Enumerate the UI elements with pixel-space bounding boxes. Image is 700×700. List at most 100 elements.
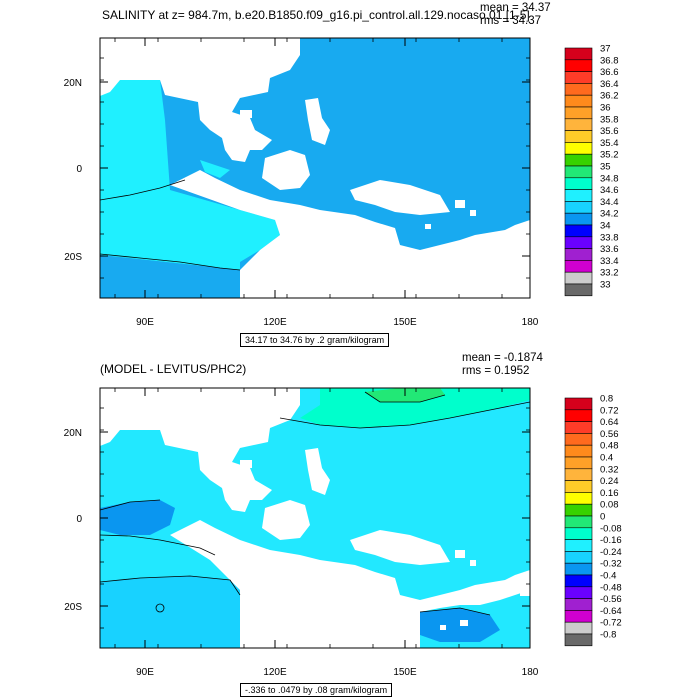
panel1-colorbar-cell [564,260,593,273]
panel2-contour-4 [279,401,530,429]
panel1-x-tick-label: 150E [393,317,417,328]
panel1-colorbar-label: 35.8 [600,114,619,125]
panel1-colorbar-label: 35.2 [600,150,619,161]
panel1-colorbar-label: 33.8 [600,232,619,243]
panel1-contour-2 [100,253,241,271]
panel2-colorbar-cell [564,539,593,552]
panel2-colorbar-cell [564,586,593,599]
panel2-mean: mean = -0.1874 [462,352,543,364]
panel1-map: 90E 120E 150E 180 20N 0 20S 3736.836.636.436.2… [64,37,619,328]
panel1-colorbar-label: 34.2 [600,209,619,220]
panel2-colorbar-cell [564,527,593,540]
panel2-colorbar-cell [564,551,593,564]
panel2-x-tick-label: 90E [136,667,154,678]
panel2-colorbar-cell [564,421,593,434]
panel2-colorbar-cell [564,633,593,647]
panel1-colorbar-cell [564,177,593,190]
panel1-colorbar-cell [564,118,593,131]
panel1-colorbar-cell [564,201,593,214]
panel1-colorbar: 3736.836.636.436.23635.835.635.435.23534… [564,44,619,297]
panel2-colorbar-label: 0 [600,512,605,523]
panel1-mean: mean = 34.37 [480,2,551,14]
panel2-colorbar-label: -0.32 [600,559,622,570]
panel1-colorbar-cell [564,94,593,108]
panel2-x-tick-label: 150E [393,667,417,678]
panel1-title: SALINITY at z= 984.7m, b.e20.B1850.f09_g… [102,8,530,22]
panel1-colorbar-label: 35.6 [600,126,619,137]
panel2-colorbar-label: 0.4 [600,453,613,464]
panel1-colorbar-label: 34.4 [600,197,619,208]
panel2-colorbar-cell [564,598,593,611]
panel2-colorbar-label: -0.64 [600,606,622,617]
panel1-colorbar-cell [564,130,593,143]
panel2-land [100,388,530,648]
panel1-colorbar-label: 35.4 [600,138,619,149]
panel2-x-tick-label: 180 [522,667,539,678]
panel2-colorbar-cell [564,444,593,458]
panel1-ticks [100,38,531,298]
panel1-colorbar-cell [564,224,593,238]
panel1-colorbar-cell [564,165,593,179]
panel1-colorbar-label: 33 [600,280,611,291]
panel1-colorbar-label: 33.4 [600,256,619,267]
panel2-contour-2 [100,534,216,556]
panel2-title: (MODEL - LEVITUS/PHC2) [100,362,247,376]
panel2-colorbar-label: 0.64 [600,417,619,428]
panel2-colorbar-cell [564,621,593,635]
panel1-colorbar-cell [564,189,593,202]
panel2-ticks [100,388,531,648]
panel2-y-tick-label: 0 [76,514,82,525]
panel1-colorbar-label: 36.4 [600,79,619,90]
panel1-indian-ocean [100,80,280,270]
panel2-colorbar-cell [564,433,593,446]
panel2-contour-ring [155,603,165,613]
panel1-colorbar-cell [564,248,593,261]
panel2-contour-3 [100,575,241,596]
panel1-coastal-cyan [200,160,230,178]
panel2-colorbar-label: -0.16 [600,535,622,546]
panel2-contour-1 [100,499,161,511]
panel2-colorbar-label: 0.32 [600,464,619,475]
panel2-colorbar-label: -0.48 [600,582,622,593]
panel1-colorbar-cell [564,271,593,285]
panel1-colorbar-label: 34.6 [600,185,619,196]
panel1-colorbar-cell [564,153,593,167]
panel2-teal-band [300,388,530,428]
panel2-colorbar-label: 0.56 [600,429,619,440]
panel1-colorbar-label: 36.2 [600,91,619,102]
panel1-y-tick-label: 20N [64,78,82,89]
panel1-south-band [100,255,240,298]
panel2-contour-6 [419,607,491,616]
panel1-colorbar-cell [564,83,593,96]
panel2-colorbar: 0.80.720.640.560.480.40.320.240.160.080-… [564,394,622,647]
panel2-blue-patch-2 [100,576,240,648]
panel2-y-tick-label: 20S [64,602,82,613]
panel2-colorbar-cell [564,492,593,505]
panel2-tick-labels: 90E 120E 150E 180 20N 0 20S [64,428,539,678]
panel1-colorbar-label: 33.2 [600,268,619,279]
panel2-colorbar-cell [564,610,593,623]
panel1-tick-labels: 90E 120E 150E 180 20N 0 20S [64,78,539,328]
panel1-info: 34.17 to 34.76 by .2 gram/kilogram [240,333,390,347]
panel1-colorbar-label: 36.8 [600,55,619,66]
panel2-colorbar-cell [564,562,593,576]
panel2-x-tick-label: 120E [263,667,287,678]
panel2-colorbar-cell [564,409,593,422]
panel1-colorbar-cell [564,142,593,155]
panel1-x-tick-label: 180 [522,317,539,328]
panel2-colorbar-cell [564,480,593,493]
panel1-y-tick-label: 20S [64,252,82,263]
panel1-colorbar-label: 35 [600,162,611,173]
panel2-colorbar-cell [564,397,593,411]
panel1-colorbar-cell [564,47,593,61]
panel1-contour-1 [100,179,186,201]
panel2-colorbar-label: -0.24 [600,547,622,558]
panel2-colorbar-label: -0.4 [600,571,616,582]
panel2-colorbar-cell [564,503,593,517]
panel2-colorbar-label: 0.72 [600,405,619,416]
panel2-info: -.336 to .0479 by .08 gram/kilogram [240,683,393,697]
panel2-colorbar-label: -0.8 [600,630,616,641]
panel2-rms: rms = 0.1952 [462,365,530,377]
panel2-colorbar-label: 0.24 [600,476,619,487]
